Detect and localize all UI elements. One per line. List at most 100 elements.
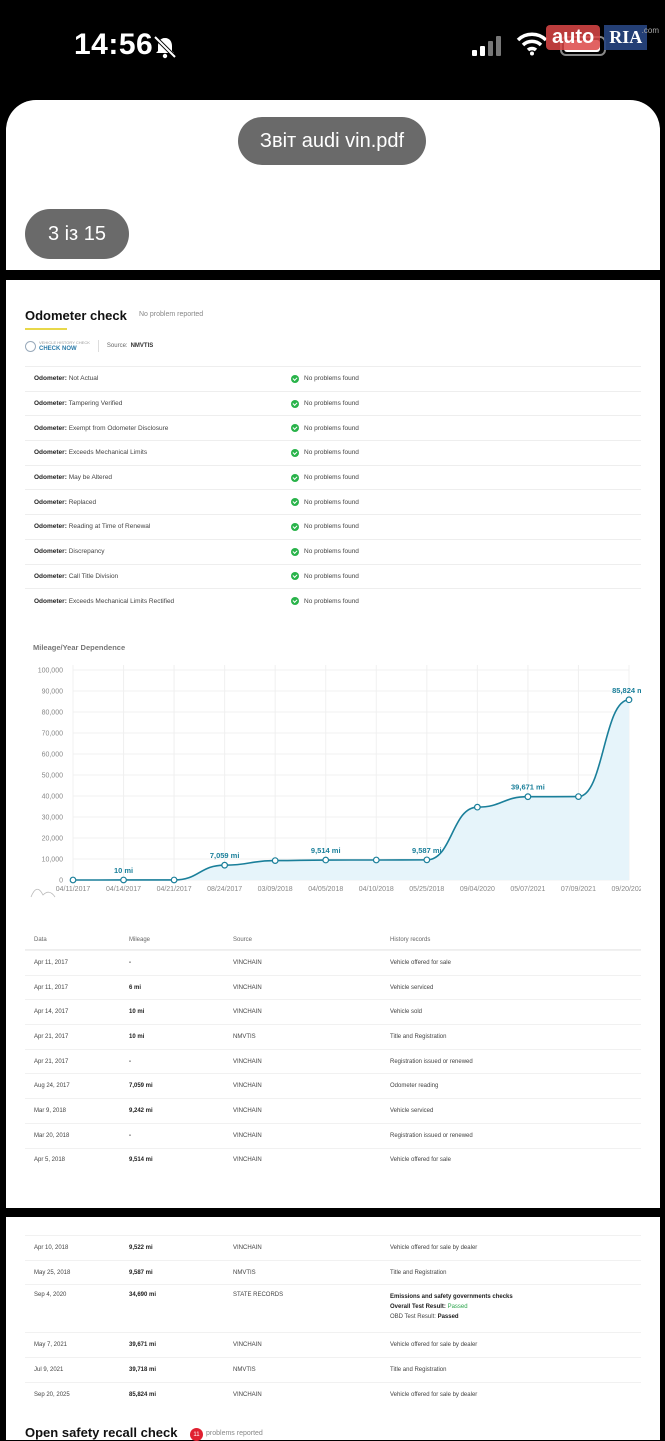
table-row: Apr 11, 2017 - VINCHAIN Vehicle offered for… [25, 950, 641, 975]
file-name-pill[interactable]: Звіт audi vin.pdf [238, 117, 426, 165]
cell-source: VINCHAIN [233, 984, 262, 991]
cell-record: Vehicle sold [390, 1009, 423, 1016]
cell-record: Vehicle serviced [390, 984, 434, 991]
page-indicator[interactable]: 3 із 15 [25, 209, 129, 259]
table-row: Odometer: Discrepancy No problems found [25, 538, 641, 564]
range-preview [30, 888, 56, 898]
cell-date: Apr 11, 2017 [34, 984, 68, 991]
cell-mileage: 9,522 mi [129, 1244, 153, 1251]
table-row: May 25, 2018 9,587 mi NMVTIS Title and Regi… [25, 1259, 641, 1285]
y-tick-label: 20,000 [42, 836, 64, 843]
table-row: Odometer: Replaced No problems found [25, 489, 641, 514]
series-area [73, 699, 629, 880]
chart-title: Mileage/Year Dependence [33, 643, 126, 652]
cell-record: Vehicle offered for sale by dealer [390, 1244, 478, 1251]
check-circle-icon [291, 399, 299, 408]
key-value: Reading at Time of Renewal [68, 523, 151, 531]
status-cell: No problems found [291, 399, 359, 408]
cell-date: Mar 20, 2018 [34, 1132, 70, 1139]
cell-mileage: - [129, 1132, 131, 1139]
y-tick-label: 70,000 [42, 731, 64, 738]
y-tick-label: 50,000 [42, 773, 64, 780]
key-value: Tampering Verified [68, 400, 123, 408]
x-tick-label: 04/21/2017 [157, 886, 192, 893]
key-label: Odometer: [34, 523, 67, 531]
status-cell: No problems found [291, 424, 359, 433]
cell-date: Apr 11, 2017 [34, 959, 68, 966]
odometer-key: Odometer: Replaced [25, 499, 291, 506]
cell-source: VINCHAIN [233, 1244, 262, 1251]
data-point [625, 696, 633, 704]
status-cell: No problems found [291, 473, 359, 482]
odometer-key: Odometer: Exceeds Mechanical Limits [25, 449, 291, 456]
pdf-page: Apr 10, 2018 9,522 mi VINCHAIN Vehicle offe… [6, 1217, 660, 1441]
source-value: NMVTIS [130, 343, 154, 349]
cell-date: Apr 5, 2018 [34, 1157, 66, 1164]
cell-date: Apr 21, 2017 [34, 1058, 69, 1065]
cell-mileage: 39,718 mi [129, 1366, 157, 1373]
table-row: Apr 21, 2017 10 mi NMVTIS Title and Registr… [25, 1024, 641, 1049]
status-cell: No problems found [291, 498, 359, 507]
key-label: Odometer: [34, 597, 67, 605]
cell-record: Vehicle offered for sale [390, 959, 451, 966]
overall-label: Overall Test Result: [390, 1304, 446, 1311]
data-point [473, 803, 481, 811]
cell-date: Apr 21, 2017 [34, 1033, 69, 1040]
status-text: No problems found [304, 474, 359, 482]
key-value: Exceeds Mechanical Limits [68, 449, 148, 457]
odometer-table: Odometer: Not Actual No problems found Odo… [25, 366, 641, 613]
key-value: Exempt from Odometer Disclosure [68, 424, 169, 432]
cell-date: Apr 14, 2017 [34, 1009, 69, 1016]
clock: 14:56 [74, 28, 154, 61]
check-circle-icon [291, 597, 299, 606]
table-row: Odometer: Call Title Division No problems… [25, 563, 641, 589]
divider [97, 340, 99, 352]
header-source: Source [233, 936, 253, 943]
cell-date: Aug 24, 2017 [34, 1083, 70, 1090]
check-circle-icon [291, 424, 299, 433]
cell-source: VINCHAIN [233, 1132, 262, 1139]
table-row: Mar 9, 2018 9,242 mi VINCHAIN Vehicle servi… [25, 1098, 641, 1123]
data-label: 85,824 mi [612, 686, 641, 695]
mileage-chart: Mileage/Year Dependence 0 10,000 20,000 30,… [25, 625, 641, 905]
cell-date: May 7, 2021 [34, 1342, 68, 1349]
check-circle-icon [291, 522, 299, 531]
key-label: Odometer: [34, 449, 67, 457]
key-value: Exceeds Mechanical Limits Rectified [68, 597, 175, 605]
x-tick-label: 04/14/2017 [106, 886, 141, 893]
table-row: Apr 5, 2018 9,514 mi VINCHAIN Vehicle offer… [25, 1147, 641, 1173]
y-tick-label: 80,000 [42, 710, 64, 717]
cell-mileage: 39,671 mi [129, 1342, 157, 1349]
cell-source: NMVTIS [233, 1269, 256, 1276]
data-label: 9,514 mi [311, 846, 341, 855]
table-row: Odometer: Reading at Time of Renewal No p… [25, 514, 641, 539]
logo-auto-text: auto [546, 24, 601, 50]
cell-record: Vehicle offered for sale by dealer [390, 1342, 478, 1349]
odometer-key: Odometer: Exempt from Odometer Disclosur… [25, 425, 291, 432]
table-row: Odometer: Exceeds Mechanical Limits Rect… [25, 588, 641, 613]
status-cell: No problems found [291, 448, 359, 457]
cell-mileage: 9,242 mi [129, 1107, 153, 1114]
table-row: Apr 10, 2018 9,522 mi VINCHAIN Vehicle offe… [25, 1235, 641, 1260]
cellular-signal-icon [472, 36, 501, 56]
y-tick-label: 90,000 [42, 689, 64, 696]
table-row: Mar 20, 2018 - VINCHAIN Registration issued… [25, 1122, 641, 1148]
status-cell: No problems found [291, 374, 359, 383]
cell-source: NMVTIS [233, 1366, 256, 1373]
data-point [120, 876, 127, 884]
history-header: Data Mileage Source History records [25, 930, 641, 950]
check-now-badge[interactable]: VEHICLE HISTORY CHECK CHECK NOW [25, 340, 90, 352]
table-row: Odometer: May be Altered No problems foun… [25, 464, 641, 490]
y-tick-label: 40,000 [42, 794, 64, 801]
cell-mileage: 10 mi [129, 1033, 145, 1040]
cell-record: Odometer reading [390, 1083, 439, 1090]
cell-mileage: 34,690 mi [129, 1292, 157, 1299]
x-tick-label: 05/07/2021 [510, 886, 545, 893]
check-circle-icon [291, 498, 299, 507]
cell-source: VINCHAIN [233, 1107, 262, 1114]
cell-source: NMVTIS [233, 1033, 256, 1040]
status-cell: No problems found [291, 547, 359, 556]
table-row: Aug 24, 2017 7,059 mi VINCHAIN Odometer rea… [25, 1073, 641, 1098]
odometer-key: Odometer: Exceeds Mechanical Limits Rect… [25, 598, 291, 605]
cell-source: VINCHAIN [233, 1058, 262, 1065]
